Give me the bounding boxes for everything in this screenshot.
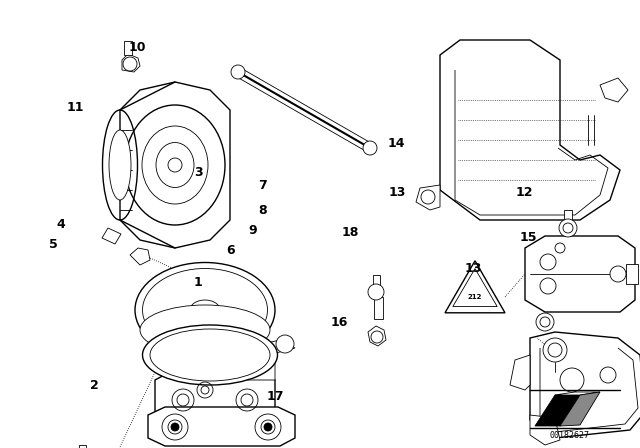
Circle shape	[171, 423, 179, 431]
Bar	[564, 210, 572, 222]
Ellipse shape	[140, 305, 270, 355]
Text: 8: 8	[258, 204, 267, 217]
Polygon shape	[530, 332, 640, 438]
Ellipse shape	[135, 263, 275, 358]
Text: 4: 4	[56, 217, 65, 231]
Polygon shape	[215, 340, 295, 365]
Ellipse shape	[109, 130, 131, 200]
Polygon shape	[416, 185, 440, 210]
Bar	[124, 41, 132, 55]
Ellipse shape	[190, 300, 220, 320]
Text: 7: 7	[258, 179, 267, 193]
Text: 3: 3	[194, 166, 203, 179]
Circle shape	[363, 141, 377, 155]
Polygon shape	[555, 392, 600, 395]
Text: 9: 9	[248, 224, 257, 237]
Text: 18: 18	[342, 226, 360, 240]
Text: 00182627: 00182627	[550, 431, 590, 439]
Text: 2: 2	[90, 379, 99, 392]
Ellipse shape	[143, 268, 268, 352]
Ellipse shape	[143, 325, 278, 385]
Text: 6: 6	[226, 244, 235, 258]
Polygon shape	[148, 407, 295, 446]
Text: 13: 13	[388, 186, 406, 199]
Polygon shape	[368, 326, 386, 346]
Text: 15: 15	[519, 231, 537, 244]
Text: 13: 13	[465, 262, 483, 276]
Text: 16: 16	[330, 316, 348, 329]
Polygon shape	[175, 340, 215, 380]
Bar	[372, 275, 380, 285]
Polygon shape	[530, 415, 560, 445]
Circle shape	[368, 284, 384, 300]
Text: 1: 1	[194, 276, 203, 289]
Bar	[374, 297, 383, 319]
Text: 11: 11	[67, 101, 84, 114]
Polygon shape	[122, 54, 140, 72]
Circle shape	[264, 423, 272, 431]
Text: 14: 14	[388, 137, 406, 150]
Bar	[626, 264, 638, 284]
Polygon shape	[165, 340, 215, 380]
Ellipse shape	[150, 329, 270, 381]
Circle shape	[255, 414, 281, 440]
Polygon shape	[102, 228, 121, 244]
Circle shape	[123, 57, 137, 71]
Polygon shape	[120, 82, 230, 248]
Polygon shape	[535, 395, 580, 426]
Text: 10: 10	[129, 40, 147, 54]
Polygon shape	[440, 40, 620, 220]
Polygon shape	[560, 392, 600, 426]
Circle shape	[536, 313, 554, 331]
Polygon shape	[600, 78, 628, 102]
Polygon shape	[130, 248, 150, 265]
Circle shape	[162, 414, 188, 440]
Polygon shape	[510, 355, 530, 390]
Polygon shape	[525, 236, 635, 312]
Text: 212: 212	[468, 294, 482, 300]
Text: 5: 5	[49, 237, 58, 251]
Circle shape	[231, 65, 245, 79]
Circle shape	[543, 338, 567, 362]
Polygon shape	[245, 340, 275, 380]
Text: 12: 12	[516, 186, 534, 199]
Text: 17: 17	[266, 390, 284, 403]
Circle shape	[610, 266, 626, 282]
Bar	[79, 445, 86, 448]
Polygon shape	[445, 261, 505, 313]
Circle shape	[559, 219, 577, 237]
Circle shape	[276, 335, 294, 353]
Polygon shape	[155, 372, 275, 428]
